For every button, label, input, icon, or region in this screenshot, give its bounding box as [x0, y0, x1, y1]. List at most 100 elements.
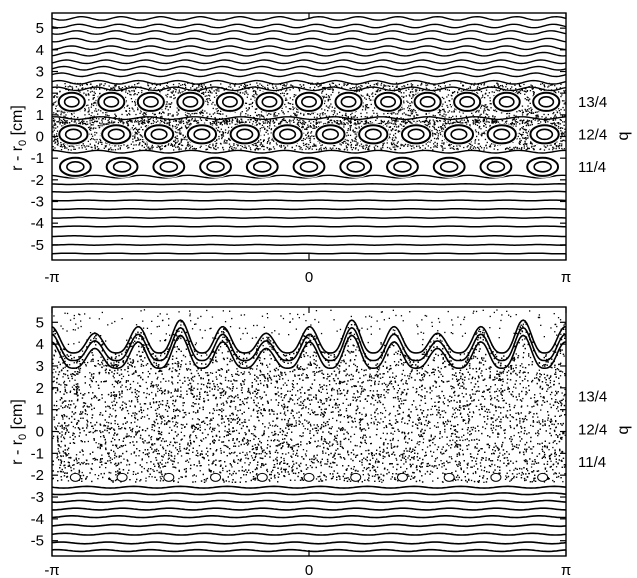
orbit-point — [523, 90, 525, 92]
orbit-point — [451, 147, 453, 149]
orbit-point — [391, 138, 393, 141]
orbit-point — [439, 110, 441, 112]
orbit-point — [555, 125, 557, 127]
orbit-point — [248, 103, 250, 106]
orbit-point — [308, 143, 310, 146]
orbit-point — [251, 95, 254, 97]
orbit-point — [361, 120, 363, 123]
orbit-point — [129, 113, 131, 116]
orbit-point — [125, 87, 127, 89]
orbit-point — [233, 147, 235, 149]
orbit-point — [320, 144, 322, 147]
orbit-point — [358, 119, 360, 121]
orbit-point — [264, 86, 266, 89]
orbit-point — [280, 116, 283, 118]
orbit-point — [416, 120, 418, 122]
orbit-point — [131, 101, 133, 103]
orbit-point — [228, 137, 230, 140]
orbit-point — [377, 82, 379, 84]
orbit-point — [429, 123, 431, 125]
orbit-point — [141, 140, 144, 143]
orbit-point — [232, 148, 234, 151]
orbit-point — [262, 115, 264, 117]
orbit-point — [421, 83, 423, 85]
orbit-point — [444, 111, 446, 113]
orbit-point — [372, 87, 374, 89]
orbit-point — [92, 94, 94, 96]
orbit-point — [333, 112, 336, 114]
orbit-point — [356, 133, 358, 135]
orbit-point — [443, 82, 445, 84]
orbit-point — [522, 121, 524, 124]
orbit-point — [65, 88, 68, 90]
orbit-point — [309, 113, 312, 116]
orbit-point — [259, 116, 261, 118]
orbit-point — [125, 110, 128, 112]
orbit-point — [200, 82, 202, 85]
orbit-point — [368, 95, 371, 98]
orbit-point — [292, 87, 294, 89]
orbit-point — [52, 148, 54, 150]
orbit-point — [558, 127, 560, 129]
orbit-point — [399, 87, 401, 90]
orbit-point — [476, 121, 478, 123]
orbit-point — [103, 88, 106, 90]
orbit-point — [253, 117, 255, 119]
orbit-point — [115, 145, 117, 147]
orbit-point — [352, 140, 354, 142]
orbit-point — [301, 148, 303, 151]
orbit-point — [472, 122, 474, 124]
orbit-point — [373, 83, 375, 86]
orbit-point — [420, 82, 423, 84]
orbit-point — [433, 143, 435, 145]
orbit-point — [444, 120, 446, 122]
orbit-point — [119, 147, 121, 149]
orbit-point — [155, 84, 158, 86]
orbit-point — [218, 88, 220, 90]
orbit-point — [360, 115, 362, 118]
orbit-point — [321, 144, 323, 146]
orbit-point — [166, 105, 168, 108]
orbit-point — [200, 88, 202, 90]
orbit-point — [497, 86, 500, 88]
orbit-point — [530, 109, 532, 112]
orbit-point — [416, 145, 418, 147]
orbit-point — [444, 123, 446, 125]
orbit-point — [412, 96, 414, 98]
orbit-point — [59, 91, 61, 93]
orbit-point — [413, 116, 415, 118]
orbit-point — [453, 118, 455, 120]
orbit-point — [53, 136, 55, 138]
orbit-point — [132, 135, 134, 137]
orbit-point — [558, 91, 560, 93]
orbit-point — [292, 85, 294, 87]
orbit-point — [521, 109, 523, 111]
orbit-point — [407, 83, 409, 86]
orbit-point — [133, 89, 135, 92]
orbit-point — [435, 128, 438, 131]
orbit-point — [167, 113, 169, 115]
orbit-point — [309, 146, 312, 148]
orbit-point — [52, 146, 54, 148]
orbit-point — [209, 113, 211, 115]
orbit-point — [128, 90, 130, 92]
orbit-point — [224, 129, 227, 131]
orbit-point — [226, 140, 228, 142]
orbit-point — [515, 125, 517, 127]
orbit-point — [189, 124, 191, 126]
orbit-point — [281, 87, 284, 89]
orbit-point — [364, 148, 367, 150]
orbit-point — [491, 119, 493, 121]
kam-surface — [52, 86, 566, 92]
orbit-point — [286, 83, 288, 85]
orbit-point — [198, 84, 200, 86]
orbit-point — [195, 148, 197, 150]
orbit-point — [246, 110, 248, 112]
orbit-point — [215, 124, 217, 126]
orbit-point — [537, 114, 539, 116]
orbit-point — [153, 88, 155, 90]
orbit-point — [268, 149, 270, 151]
orbit-point — [90, 115, 92, 117]
orbit-point — [162, 111, 164, 113]
orbit-point — [175, 91, 177, 93]
